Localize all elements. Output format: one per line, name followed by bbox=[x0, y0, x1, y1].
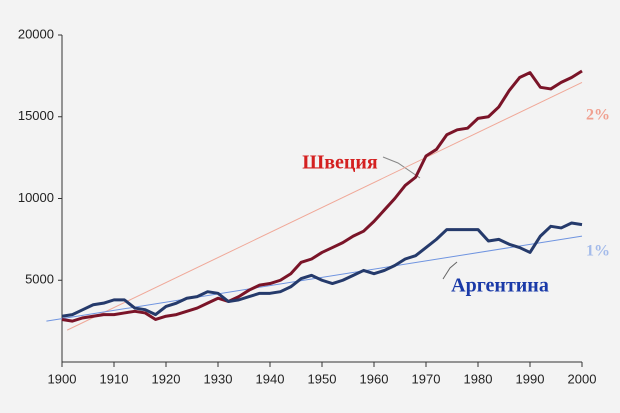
x-tick-label: 1960 bbox=[360, 371, 389, 386]
x-tick-label: 1990 bbox=[516, 371, 545, 386]
x-tick-label: 1910 bbox=[100, 371, 129, 386]
series-label: 2% bbox=[586, 107, 610, 124]
y-tick-label: 20000 bbox=[18, 26, 54, 41]
pointer bbox=[442, 261, 458, 280]
series-label: 1% bbox=[586, 243, 610, 260]
y-tick-label: 15000 bbox=[18, 108, 54, 123]
series-label: Аргентина bbox=[451, 275, 549, 297]
series-line bbox=[61, 221, 583, 318]
x-tick-label: 2000 bbox=[568, 371, 597, 386]
x-tick-label: 1950 bbox=[308, 371, 337, 386]
x-tick-label: 1980 bbox=[464, 371, 493, 386]
series-label: Швеция bbox=[302, 152, 378, 174]
x-tick-label: 1970 bbox=[412, 371, 441, 386]
x-tick-label: 1940 bbox=[256, 371, 285, 386]
pointer bbox=[382, 156, 421, 179]
x-tick-label: 1930 bbox=[204, 371, 233, 386]
series-line bbox=[66, 81, 583, 331]
series-line bbox=[61, 69, 583, 323]
y-tick-label: 10000 bbox=[18, 190, 54, 205]
x-tick-label: 1900 bbox=[48, 371, 77, 386]
x-tick-label: 1920 bbox=[152, 371, 181, 386]
y-tick-label: 5000 bbox=[25, 272, 54, 287]
